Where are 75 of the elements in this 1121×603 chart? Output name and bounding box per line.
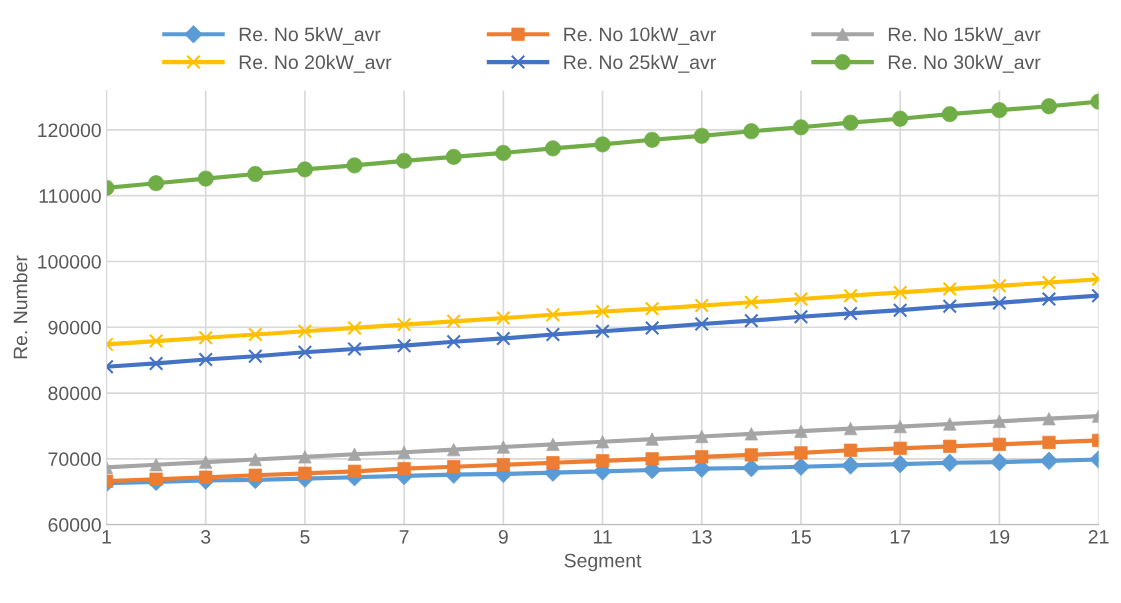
point	[296, 161, 313, 178]
y-tick-label: 100000	[38, 254, 101, 269]
point	[595, 454, 610, 468]
point	[595, 304, 610, 319]
x-tick-label: 21	[1088, 529, 1109, 544]
point	[248, 327, 263, 342]
point	[694, 298, 710, 313]
legend-label: Re. No 5kW_avr	[239, 26, 381, 45]
x-tick-label: 13	[692, 529, 712, 544]
point	[297, 344, 313, 360]
point	[347, 341, 362, 357]
point	[1041, 275, 1057, 290]
x-tick-label: 9	[498, 529, 508, 544]
point	[893, 441, 907, 455]
point	[1042, 435, 1056, 449]
point	[644, 320, 660, 336]
y-tick-label: 110000	[39, 189, 101, 203]
point	[148, 356, 164, 371]
point	[199, 470, 213, 484]
x-tick-label: 1	[102, 530, 111, 544]
point	[594, 136, 611, 153]
point	[892, 285, 908, 300]
point	[992, 278, 1007, 294]
point	[744, 294, 759, 310]
point	[644, 301, 660, 317]
point	[744, 313, 759, 328]
y-axis-title: Re. Number	[13, 255, 28, 359]
x-axis-title: Segment	[564, 553, 642, 572]
point	[198, 330, 213, 346]
x-tick-label: 17	[890, 530, 910, 544]
x-tick-label: 19	[990, 529, 1010, 544]
y-tick-label: 60000	[48, 518, 101, 532]
point	[793, 309, 809, 325]
point	[892, 302, 908, 318]
point	[396, 317, 412, 332]
legend-label: Re. No 20kW_avr	[239, 54, 392, 73]
legend-label: Re. No 15kW_avr	[888, 26, 1041, 45]
legend-label: Re. No 30kW_avr	[888, 54, 1041, 73]
point	[446, 334, 462, 350]
y-tick-label: 90000	[48, 320, 101, 335]
point	[447, 460, 461, 474]
point	[793, 291, 809, 307]
point	[990, 452, 1009, 472]
x-tick-label: 3	[201, 529, 211, 544]
y-tick-label: 80000	[48, 386, 101, 401]
point	[297, 323, 313, 339]
x-tick-label: 7	[399, 530, 409, 544]
point	[396, 338, 412, 353]
y-tick-label: 70000	[48, 452, 101, 467]
point	[496, 331, 511, 346]
point	[148, 333, 164, 349]
point	[695, 450, 709, 464]
point	[496, 310, 511, 326]
x-tick-label: 15	[791, 530, 811, 544]
point	[843, 288, 858, 303]
point	[942, 281, 958, 297]
point	[694, 316, 710, 332]
point	[298, 466, 312, 480]
point	[545, 307, 561, 323]
point	[1041, 291, 1057, 307]
point	[347, 320, 362, 336]
point	[446, 314, 462, 329]
legend-label: Re. No 10kW_avr	[564, 26, 716, 45]
point	[942, 298, 958, 314]
point	[198, 352, 213, 367]
point	[843, 306, 858, 321]
x-tick-label: 5	[300, 530, 310, 544]
point	[595, 323, 610, 339]
point	[992, 295, 1007, 311]
y-tick-label: 120000	[38, 123, 101, 138]
point	[791, 457, 811, 476]
point	[545, 327, 561, 342]
point	[248, 348, 263, 364]
legend-label: Re. No 25kW_avr	[564, 54, 716, 73]
x-tick-label: 11	[593, 530, 612, 544]
